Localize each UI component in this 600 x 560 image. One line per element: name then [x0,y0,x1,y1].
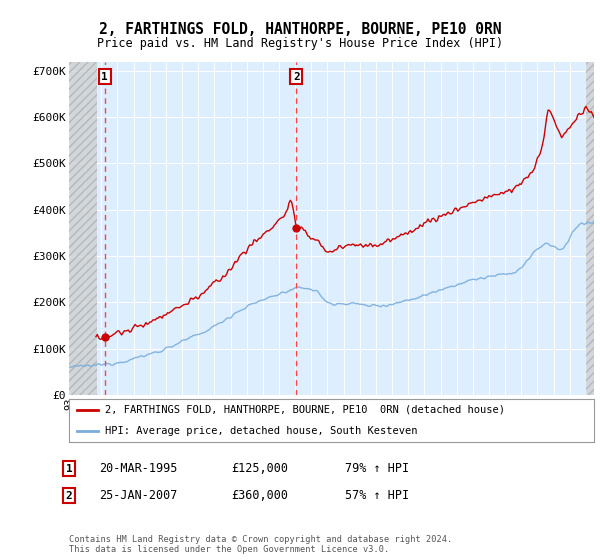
Text: 2, FARTHINGS FOLD, HANTHORPE, BOURNE, PE10 0RN: 2, FARTHINGS FOLD, HANTHORPE, BOURNE, PE… [99,22,501,38]
Text: £360,000: £360,000 [231,489,288,502]
Bar [69,62,97,395]
Text: 20-MAR-1995: 20-MAR-1995 [99,462,178,475]
Text: 1: 1 [101,72,108,82]
Text: HPI: Average price, detached house, South Kesteven: HPI: Average price, detached house, Sout… [105,427,417,436]
Text: 79% ↑ HPI: 79% ↑ HPI [345,462,409,475]
Text: Contains HM Land Registry data © Crown copyright and database right 2024.
This d: Contains HM Land Registry data © Crown c… [69,535,452,554]
Text: 57% ↑ HPI: 57% ↑ HPI [345,489,409,502]
Text: 1: 1 [65,464,73,474]
Text: 2, FARTHINGS FOLD, HANTHORPE, BOURNE, PE10  0RN (detached house): 2, FARTHINGS FOLD, HANTHORPE, BOURNE, PE… [105,405,505,414]
Text: 2: 2 [65,491,73,501]
Text: £125,000: £125,000 [231,462,288,475]
Bar [586,62,594,395]
Text: 2: 2 [293,72,299,82]
Text: Price paid vs. HM Land Registry's House Price Index (HPI): Price paid vs. HM Land Registry's House … [97,37,503,50]
Text: 25-JAN-2007: 25-JAN-2007 [99,489,178,502]
